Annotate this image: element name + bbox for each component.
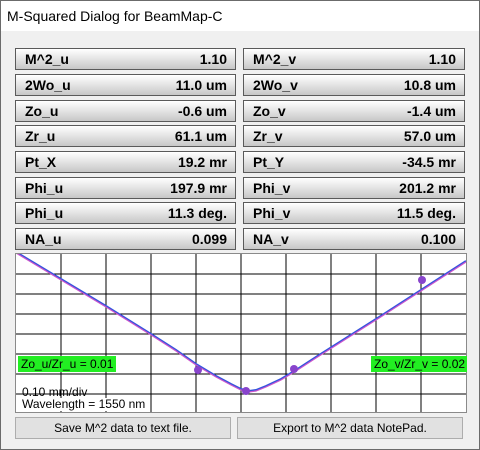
param-value: 0.099: [191, 231, 227, 247]
param-value: 11.3 deg.: [167, 205, 227, 221]
param-value: 11.0 um: [175, 77, 227, 93]
param-na-v: NA_v 0.100: [243, 228, 465, 250]
param-value: 0.100: [420, 231, 456, 247]
param-value: -34.5 mr: [402, 154, 456, 170]
param-label: NA_v: [253, 231, 289, 247]
param-label: Zo_v: [253, 103, 286, 119]
caustic-plot-canvas: [16, 254, 466, 412]
export-notepad-button[interactable]: Export to M^2 data NotePad.: [237, 417, 463, 439]
scale-label: 0.10 mm/div: [22, 385, 88, 399]
param-label: Phi_u: [25, 205, 64, 221]
param-2wo-v: 2Wo_v 10.8 um: [243, 74, 465, 96]
plot-grid: [16, 254, 466, 412]
title-bar: M-Squared Dialog for BeamMap-C: [1, 1, 479, 32]
zo-zr-v-tag: Zo_v/Zr_v = 0.02: [371, 356, 467, 372]
param-zo-u: Zo_u -0.6 um: [15, 100, 236, 122]
param-phi-u-mr: Phi_u 197.9 mr: [15, 177, 236, 199]
param-m2-v: M^2_v 1.10: [243, 48, 465, 70]
param-2wo-u: 2Wo_u 11.0 um: [15, 74, 236, 96]
param-zo-v: Zo_v -1.4 um: [243, 100, 465, 122]
param-label: Phi_v: [253, 180, 291, 196]
measurement-point: [418, 276, 426, 284]
param-label: M^2_v: [253, 51, 297, 67]
param-phi-u-deg: Phi_u 11.3 deg.: [15, 202, 236, 224]
measurement-point: [194, 366, 202, 374]
param-label: Zr_v: [253, 128, 283, 144]
param-na-u: NA_u 0.099: [15, 228, 236, 250]
param-label: M^2_u: [25, 51, 69, 67]
param-label: Zo_u: [25, 103, 59, 119]
param-value: -0.6 um: [177, 103, 227, 119]
param-value: 19.2 mr: [177, 154, 227, 170]
save-text-button[interactable]: Save M^2 data to text file.: [15, 417, 231, 439]
param-label: Pt_X: [25, 154, 57, 170]
param-label: 2Wo_v: [253, 77, 298, 93]
param-label: 2Wo_u: [25, 77, 71, 93]
param-zr-u: Zr_u 61.1 um: [15, 125, 236, 147]
param-value: 10.8 um: [403, 77, 456, 93]
param-value: -1.4 um: [406, 103, 456, 119]
param-value: 61.1 um: [174, 128, 227, 144]
measurement-point: [242, 387, 250, 395]
param-pt-x: Pt_X 19.2 mr: [15, 151, 236, 173]
param-label: NA_u: [25, 231, 62, 247]
param-m2-u: M^2_u 1.10: [15, 48, 236, 70]
param-phi-v-mr: Phi_v 201.2 mr: [243, 177, 465, 199]
param-label: Zr_u: [25, 128, 56, 144]
param-label: Phi_u: [25, 180, 64, 196]
param-value: 57.0 um: [403, 128, 456, 144]
param-phi-v-deg: Phi_v 11.5 deg.: [243, 202, 465, 224]
param-value: 201.2 mr: [399, 180, 456, 196]
measurement-point: [290, 365, 298, 373]
caustic-plot: Zo_u/Zr_u = 0.01 Zo_v/Zr_v = 0.02 0.10 m…: [15, 253, 467, 413]
param-pt-y: Pt_Y -34.5 mr: [243, 151, 465, 173]
param-zr-v: Zr_v 57.0 um: [243, 125, 465, 147]
wavelength-label: Wavelength = 1550 nm: [22, 397, 146, 411]
param-value: 1.10: [199, 51, 227, 67]
param-value: 11.5 deg.: [396, 205, 456, 221]
param-value: 197.9 mr: [170, 180, 227, 196]
param-label: Pt_Y: [253, 154, 285, 170]
param-label: Phi_v: [253, 205, 291, 221]
param-value: 1.10: [428, 51, 456, 67]
zo-zr-u-tag: Zo_u/Zr_u = 0.01: [18, 356, 117, 372]
window-title: M-Squared Dialog for BeamMap-C: [7, 8, 223, 24]
